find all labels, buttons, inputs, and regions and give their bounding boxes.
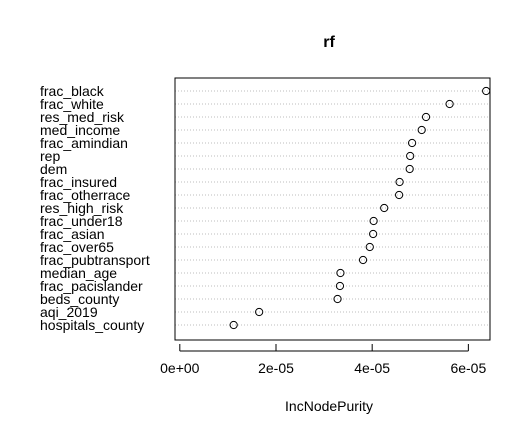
x-axis: 0e+00 2e-05 4e-05 6e-05 <box>160 344 486 376</box>
data-point <box>482 86 491 96</box>
y-tick-label: hospitals_county <box>40 317 144 333</box>
x-tick-label: 6e-05 <box>450 360 486 376</box>
data-point <box>369 229 378 239</box>
points <box>229 86 491 330</box>
x-axis-label: IncNodePurity <box>285 398 373 414</box>
y-tick-label: rep <box>40 148 60 164</box>
data-point <box>421 112 431 122</box>
data-point <box>255 307 264 317</box>
data-point <box>229 320 238 330</box>
grid-lines <box>175 90 490 326</box>
y-tick-label: median_age <box>40 265 117 281</box>
y-tick-label: frac_amindian <box>40 135 128 151</box>
y-tick-label: res_med_risk <box>40 109 125 125</box>
data-point <box>369 216 378 226</box>
y-tick-label: frac_under18 <box>40 213 123 229</box>
y-tick-label: beds_county <box>40 291 119 307</box>
y-tick-label: dem <box>40 161 67 177</box>
data-point <box>407 138 417 148</box>
data-point <box>335 281 345 291</box>
x-tick-label: 4e-05 <box>354 360 390 376</box>
data-point <box>445 99 454 109</box>
data-point <box>417 125 426 135</box>
chart-title: rf <box>323 34 335 51</box>
data-point <box>333 294 342 304</box>
x-tick-label: 0e+00 <box>160 360 200 376</box>
x-tick-label: 2e-05 <box>258 360 294 376</box>
data-point <box>405 164 414 174</box>
data-point <box>395 177 404 187</box>
y-tick-label: frac_pacislander <box>40 278 143 294</box>
y-tick-label: frac_white <box>40 96 104 112</box>
y-tick-labels: frac_blackfrac_whiteres_med_riskmed_inco… <box>40 83 150 333</box>
plot-frame <box>174 77 491 341</box>
y-tick-label: frac_pubtransport <box>40 252 150 268</box>
data-point <box>380 203 389 213</box>
y-tick-label: res_high_risk <box>40 200 124 216</box>
data-point <box>336 268 345 278</box>
data-point <box>358 255 368 265</box>
y-tick-label: aqi_2019 <box>40 304 98 320</box>
data-point <box>365 242 374 252</box>
y-tick-label: frac_otherrace <box>40 187 130 203</box>
y-tick-label: frac_black <box>40 83 105 99</box>
data-point <box>406 151 415 161</box>
y-tick-label: frac_insured <box>40 174 117 190</box>
y-tick-label: frac_asian <box>40 226 105 242</box>
y-tick-label: med_income <box>40 122 120 138</box>
y-tick-label: frac_over65 <box>40 239 114 255</box>
data-point <box>395 190 404 200</box>
